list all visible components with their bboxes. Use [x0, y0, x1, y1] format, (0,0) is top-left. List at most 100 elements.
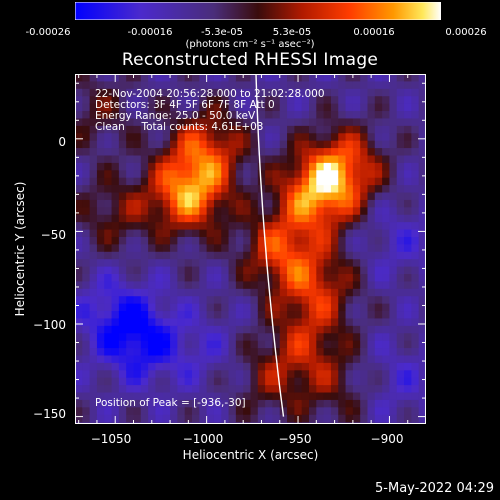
heatmap-cell: [287, 207, 295, 216]
heatmap-cell: [235, 192, 244, 201]
heatmap-cell: [345, 118, 354, 127]
heatmap-cell: [418, 125, 427, 134]
heatmap-cell: [367, 118, 376, 127]
heatmap-cell: [352, 74, 361, 83]
heatmap-cell: [118, 392, 127, 401]
heatmap-cell: [396, 348, 405, 357]
heatmap-cell: [279, 155, 288, 164]
heatmap-cell: [279, 140, 288, 149]
heatmap-cell: [404, 96, 412, 105]
heatmap-cell: [213, 318, 222, 327]
heatmap-cell: [118, 133, 127, 142]
heatmap-cell: [162, 229, 171, 238]
heatmap-cell: [345, 236, 354, 245]
heatmap-cell: [323, 148, 332, 157]
heatmap-cell: [213, 333, 222, 342]
heatmap-cell: [309, 281, 317, 290]
heatmap-cell: [382, 214, 391, 223]
heatmap-cell: [367, 222, 376, 231]
heatmap-cell: [418, 251, 427, 260]
heatmap-cell: [192, 296, 200, 305]
heatmap-cell: [133, 133, 142, 142]
heatmap-cell: [75, 118, 83, 127]
heatmap-cell: [75, 88, 83, 97]
heatmap-cell: [243, 251, 252, 260]
heatmap-cell: [382, 333, 391, 342]
heatmap-cell: [184, 370, 193, 379]
heatmap-cell: [96, 377, 105, 386]
heatmap-cell: [279, 177, 288, 186]
heatmap-cell: [250, 162, 259, 171]
heatmap-cell: [82, 355, 91, 364]
heatmap-cell: [360, 214, 369, 223]
heatmap-cell: [411, 362, 420, 371]
heatmap-cell: [155, 133, 164, 142]
heatmap-cell: [404, 377, 412, 386]
heatmap-cell: [272, 192, 281, 201]
heatmap-cell: [330, 103, 339, 112]
heatmap-cell: [213, 118, 222, 127]
heatmap-cell: [228, 192, 237, 201]
heatmap-cell: [374, 88, 383, 97]
heatmap-cell: [170, 407, 178, 416]
heatmap-cell: [75, 214, 83, 223]
heatmap-cell: [374, 118, 383, 127]
heatmap-cell: [287, 199, 295, 208]
heatmap-cell: [265, 148, 274, 157]
heatmap-cell: [213, 259, 222, 268]
heatmap-cell: [404, 333, 412, 342]
heatmap-cell: [184, 148, 193, 157]
heatmap-cell: [345, 185, 354, 194]
heatmap-cell: [294, 399, 303, 408]
heatmap-cell: [118, 281, 127, 290]
heatmap-cell: [404, 348, 412, 357]
heatmap-cell: [118, 377, 127, 386]
heatmap-cell: [155, 148, 164, 157]
heatmap-cell: [345, 177, 354, 186]
heatmap-cell: [279, 222, 288, 231]
heatmap-cell: [89, 111, 98, 120]
heatmap-cell: [374, 325, 383, 334]
heatmap-cell: [330, 414, 339, 423]
heatmap-cell: [221, 348, 230, 357]
heatmap-cell: [206, 185, 215, 194]
heatmap-cell: [140, 407, 149, 416]
heatmap-cell: [294, 392, 303, 401]
heatmap-cell: [126, 362, 135, 371]
heatmap-cell: [338, 340, 347, 349]
heatmap-cell: [396, 96, 405, 105]
heatmap-cell: [272, 155, 281, 164]
heatmap-cell: [133, 148, 142, 157]
heatmap-cell: [199, 177, 208, 186]
heatmap-cell: [367, 325, 376, 334]
heatmap-cell: [309, 296, 317, 305]
heatmap-cell: [374, 251, 383, 260]
heatmap-cell: [104, 162, 113, 171]
heatmap-cell: [155, 140, 164, 149]
heatmap-cell: [418, 244, 427, 253]
heatmap-cell: [199, 192, 208, 201]
heatmap-cell: [118, 355, 127, 364]
heatmap-cell: [199, 311, 208, 320]
heatmap-cell: [287, 177, 295, 186]
heatmap-cell: [352, 407, 361, 416]
heatmap-cell: [323, 155, 332, 164]
heatmap-cell: [279, 370, 288, 379]
heatmap-cell: [126, 96, 135, 105]
heatmap-cell: [162, 355, 171, 364]
heatmap-cell: [352, 103, 361, 112]
heatmap-cell: [323, 133, 332, 142]
heatmap-cell: [221, 111, 230, 120]
heatmap-cell: [389, 133, 398, 142]
heatmap-cell: [243, 274, 252, 283]
heatmap-cell: [192, 118, 200, 127]
heatmap-cell: [272, 348, 281, 357]
heatmap-cell: [257, 266, 266, 275]
heatmap-cell: [170, 385, 178, 394]
heatmap-cell: [338, 274, 347, 283]
heatmap-cell: [104, 207, 113, 216]
heatmap-cell: [177, 362, 186, 371]
heatmap-cell: [155, 348, 164, 357]
heatmap-cell: [418, 207, 427, 216]
heatmap-cell: [126, 103, 135, 112]
